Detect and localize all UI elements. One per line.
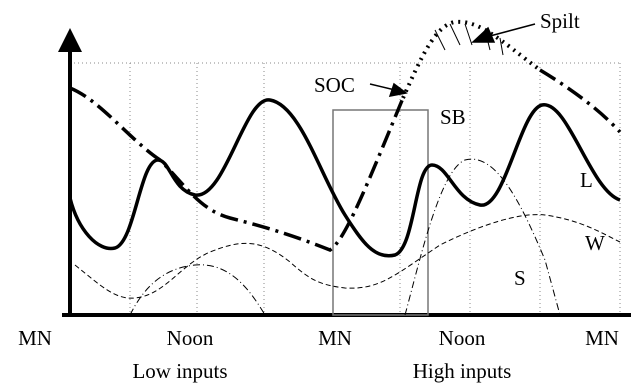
soc-spilt-curve bbox=[401, 19, 542, 99]
x-label: Noon bbox=[167, 326, 214, 350]
axis-arrow bbox=[58, 28, 82, 52]
curve-label: L bbox=[580, 168, 593, 192]
soc-curve bbox=[69, 86, 405, 252]
x-label: Noon bbox=[439, 326, 486, 350]
l-curve bbox=[68, 98, 621, 258]
sb-box bbox=[332, 109, 429, 316]
curve-label: W bbox=[585, 231, 605, 255]
curve-label: Spilt bbox=[540, 9, 580, 33]
x-label: MN bbox=[318, 326, 352, 350]
curve-label: SB bbox=[440, 105, 466, 129]
pointer-arrows bbox=[369, 23, 536, 97]
soc-tail-curve bbox=[539, 68, 622, 134]
x-label: MN bbox=[18, 326, 52, 350]
s-curve bbox=[129, 158, 561, 316]
group-label: Low inputs bbox=[132, 359, 227, 383]
curve-label: SOC bbox=[314, 73, 355, 97]
curve-label: S bbox=[514, 266, 526, 290]
x-label: MN bbox=[585, 326, 619, 350]
group-label: High inputs bbox=[413, 359, 512, 383]
grid bbox=[70, 62, 621, 315]
